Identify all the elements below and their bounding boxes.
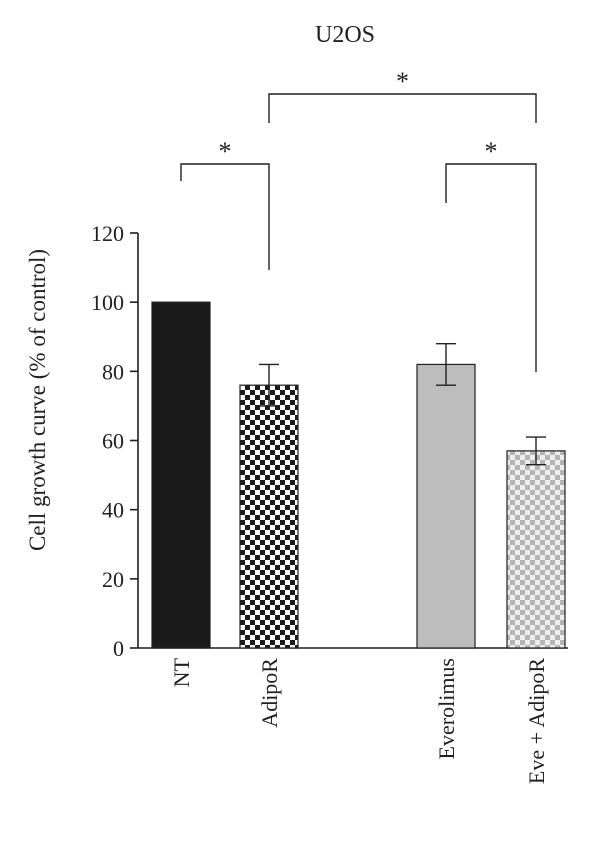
- chart-title: U2OS: [315, 22, 375, 48]
- significance-bracket: *: [268, 67, 537, 123]
- y-tick-label: 0: [113, 636, 124, 661]
- y-tick-label: 60: [102, 429, 124, 454]
- x-tick-label: Everolimus: [434, 658, 459, 759]
- significance-label: *: [485, 137, 498, 166]
- significance-bracket: *: [180, 137, 270, 270]
- y-tick-label: 120: [91, 221, 124, 246]
- error-bar: [436, 342, 456, 386]
- bracket-line: [180, 163, 270, 270]
- bars: [151, 301, 566, 649]
- y-tick-label: 80: [102, 359, 124, 384]
- y-ticks: 0 20 40 60 80 100 120: [91, 221, 138, 661]
- x-tick-label: NT: [169, 657, 194, 687]
- bracket-line: [268, 93, 537, 123]
- significance-bracket: *: [445, 137, 537, 372]
- error-bars: [259, 342, 546, 466]
- error-bar: [259, 363, 279, 407]
- significance-label: *: [219, 137, 232, 166]
- y-tick-label: 20: [102, 567, 124, 592]
- bracket-line: [445, 163, 537, 372]
- bar-adipor: [239, 384, 299, 649]
- error-bar: [526, 436, 546, 466]
- x-tick-label: AdipoR: [257, 658, 282, 728]
- x-tick-labels: NT AdipoR Everolimus Eve + AdipoR: [169, 657, 549, 784]
- x-tick-label: Eve + AdipoR: [524, 658, 549, 784]
- significance-label: *: [396, 67, 409, 96]
- y-tick-label: 100: [91, 290, 124, 315]
- bar-nt: [151, 301, 211, 649]
- bar-everolimus: [416, 363, 476, 649]
- bar-eve-adipor: [506, 450, 566, 649]
- significance-brackets: * * *: [180, 67, 537, 372]
- y-axis-label: Cell growth curve (% of control): [25, 249, 50, 551]
- y-tick-label: 40: [102, 498, 124, 523]
